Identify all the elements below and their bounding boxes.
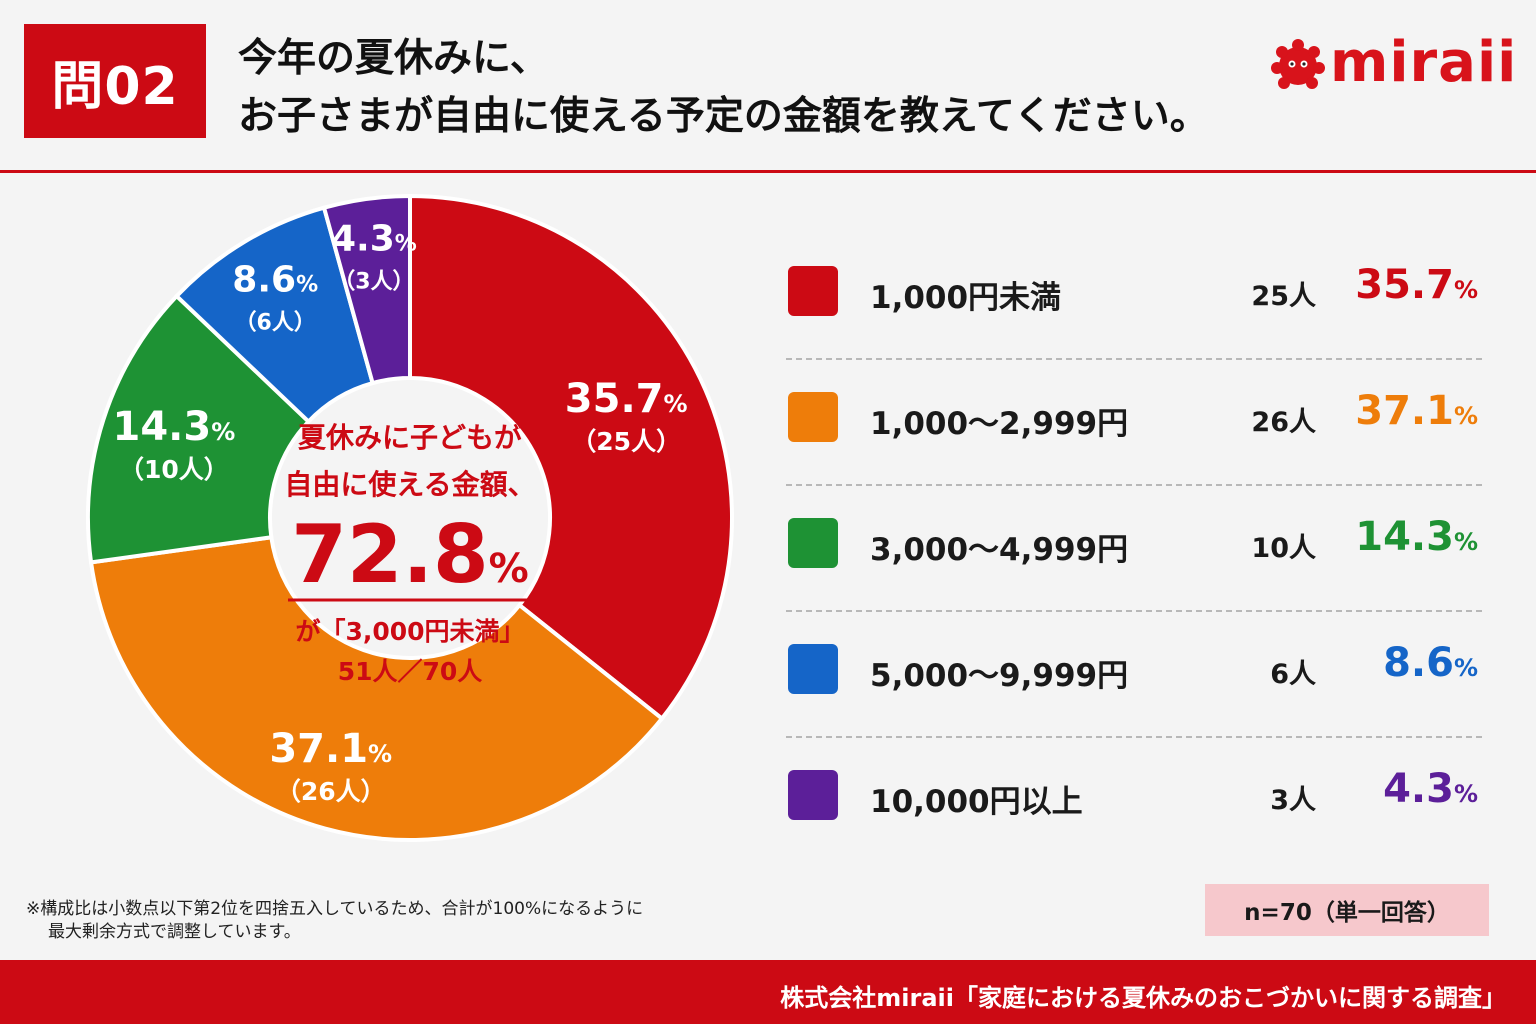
center-line-1: 夏休みに子どもが (298, 421, 522, 454)
center-line-3: が「3,000円未満」 (295, 617, 524, 646)
question-title: 今年の夏休みに、 お子さまが自由に使える予定の金額を教えてください。 (238, 30, 1298, 146)
footer-source: 株式会社miraii「家庭における夏休みのおこづかいに関する調査」 (780, 984, 1506, 1012)
slice-count-label: （6人） (235, 310, 316, 335)
legend-item-10000-plus: 10,000円以上 3人 4.3% (786, 738, 1482, 862)
slice-percent-label: 4.3% (331, 218, 417, 259)
slice-count-label: （3人） (333, 269, 414, 294)
miraii-logo: miraii (1268, 30, 1516, 100)
slice-percent-unit: % (211, 418, 235, 446)
slice-count-label: （10人） (119, 455, 229, 484)
header-divider (0, 170, 1536, 173)
legend-percentage: 35.7% (1346, 262, 1478, 308)
slice-percent-unit: % (395, 231, 417, 256)
legend-pct-unit: % (1453, 780, 1478, 808)
legend-pct-unit: % (1453, 402, 1478, 430)
slice-percent-label: 35.7% (565, 376, 688, 422)
legend-label: 1,000円未満 (870, 280, 1062, 316)
legend-swatch (788, 392, 838, 442)
slice-percent-unit: % (296, 272, 318, 297)
center-big-number: 72.8 (291, 508, 488, 601)
legend-percentage: 8.6% (1346, 640, 1478, 686)
legend-pct-unit: % (1453, 528, 1478, 556)
donut-chart: 35.7% （25人） 37.1% （26人） 14.3% （10人） 8.6% （6人） 4.… (86, 193, 734, 842)
center-line-4: 51人／70人 (338, 657, 483, 686)
slice-percent-unit: % (368, 740, 392, 768)
legend-swatch (788, 518, 838, 568)
slice-percent-label: 14.3% (113, 404, 236, 450)
center-line-2: 自由に使える金額、 (284, 468, 535, 501)
legend-pct-unit: % (1453, 276, 1478, 304)
legend-pct-value: 35.7 (1355, 262, 1454, 308)
legend-percentage: 37.1% (1346, 388, 1478, 434)
legend-count: 3人 (1270, 785, 1316, 816)
slice-percent-label: 37.1% (269, 726, 392, 772)
legend-swatch (788, 770, 838, 820)
legend-pct-value: 8.6 (1383, 640, 1454, 686)
legend-count: 6人 (1270, 659, 1316, 690)
legend-count: 10人 (1251, 533, 1316, 564)
slice-percent-value: 8.6 (232, 259, 296, 300)
legend-label: 10,000円以上 (870, 784, 1083, 820)
title-line-2: お子さまが自由に使える予定の金額を教えてください。 (238, 94, 1209, 139)
slice-percent-value: 35.7 (565, 376, 664, 422)
slice-percent-unit: % (664, 390, 688, 418)
slice-1000-2999 (88, 535, 665, 842)
legend-pct-unit: % (1453, 654, 1478, 682)
legend-item-1000-2999: 1,000〜2,999円 26人 37.1% (786, 360, 1482, 486)
legend-count: 26人 (1251, 407, 1316, 438)
legend-item-3000-4999: 3,000〜4,999円 10人 14.3% (786, 486, 1482, 612)
legend-swatch (788, 644, 838, 694)
legend-swatch (788, 266, 838, 316)
center-big-unit: % (489, 546, 529, 592)
footnote-line-1: ※構成比は小数点以下第2位を四捨五入しているため、合計が100%になるように (26, 899, 644, 919)
sample-size-badge: n=70（単一回答） (1205, 884, 1489, 936)
legend-label: 1,000〜2,999円 (870, 406, 1129, 442)
question-number-badge: 問02 (24, 24, 206, 138)
slice-10000-plus (321, 193, 412, 386)
legend-item-under-1000: 1,000円未満 25人 35.7% (786, 234, 1482, 360)
slice-3000-4999 (86, 293, 312, 565)
slice-count-label: （26人） (276, 777, 386, 806)
chart-legend: 1,000円未満 25人 35.7% 1,000〜2,999円 26人 37.1… (786, 234, 1482, 862)
footnote-line-2: 最大剰余方式で調整しています。 (48, 922, 301, 942)
logo-mascot-icon (1271, 39, 1325, 89)
legend-label: 5,000〜9,999円 (870, 658, 1129, 694)
footnote: ※構成比は小数点以下第2位を四捨五入しているため、合計が100%になるように 最… (26, 898, 643, 944)
legend-pct-value: 37.1 (1355, 388, 1454, 434)
donut-center-summary: 夏休みに子どもが 自由に使える金額、 72.8% が「3,000円未満」 51人… (284, 421, 535, 686)
title-line-1: 今年の夏休みに、 (238, 36, 549, 81)
legend-count: 25人 (1251, 281, 1316, 312)
legend-label: 3,000〜4,999円 (870, 532, 1129, 568)
legend-percentage: 14.3% (1346, 514, 1478, 560)
logo-text: miraii (1330, 30, 1518, 95)
slice-count-label: （25人） (571, 427, 681, 456)
legend-item-5000-9999: 5,000〜9,999円 6人 8.6% (786, 612, 1482, 738)
legend-pct-value: 14.3 (1355, 514, 1454, 560)
legend-percentage: 4.3% (1346, 766, 1478, 812)
slice-under-1000 (408, 193, 734, 722)
slice-percent-value: 37.1 (269, 726, 368, 772)
legend-pct-value: 4.3 (1383, 766, 1454, 812)
slice-percent-label: 8.6% (232, 259, 318, 300)
slice-percent-value: 4.3 (331, 218, 395, 259)
footer-bar: 株式会社miraii「家庭における夏休みのおこづかいに関する調査」 (0, 960, 1536, 1024)
center-big-value: 72.8% (291, 508, 528, 601)
slice-percent-value: 14.3 (113, 404, 212, 450)
